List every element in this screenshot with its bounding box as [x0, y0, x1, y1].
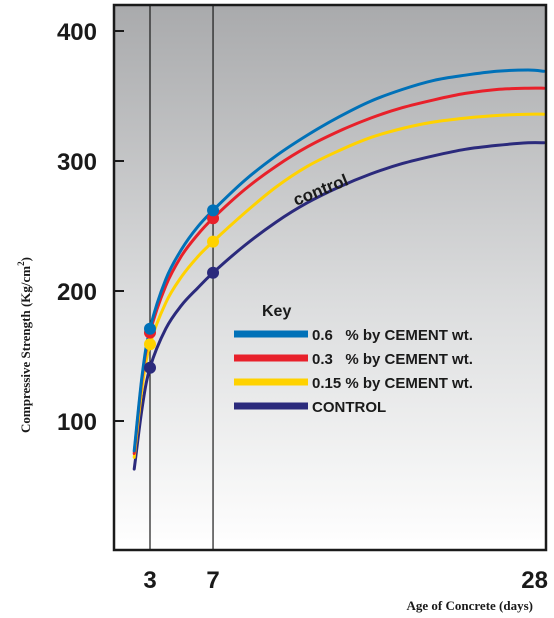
- y-axis-title: Compressive Strength (Kg/cm2): [16, 257, 33, 433]
- data-point-0-15-percent-day-3: [144, 338, 156, 351]
- marker-group: [144, 204, 220, 374]
- legend-title: Key: [262, 303, 291, 320]
- y-axis-title-text: Compressive Strength (Kg/cm: [18, 266, 33, 433]
- legend-label-0-3-percent: 0.3 % by CEMENT wt.: [312, 351, 473, 368]
- series-line-0-6-percent: [132, 68, 546, 453]
- y-tick-label-300: 300: [57, 149, 97, 176]
- series-line-0-3-percent: [132, 86, 546, 455]
- y-tick-label-100: 100: [57, 409, 97, 436]
- legend: Key 0.6 % by CEMENT wt. 0.3 % by CEMENT w…: [234, 303, 473, 416]
- data-point-0-15-percent-day-7: [207, 235, 220, 248]
- y-axis-title-superscript: 2: [16, 261, 26, 266]
- legend-label-0-15-percent: 0.15 % by CEMENT wt.: [312, 375, 473, 392]
- y-axis-title-close: ): [18, 257, 33, 261]
- plot-frame: [112, 3, 548, 552]
- x-tick-label-7: 7: [206, 567, 219, 594]
- x-axis: 3 7 28: [143, 567, 548, 594]
- data-point-control-day-7: [207, 266, 220, 279]
- data-point-control-day-3: [144, 361, 156, 374]
- data-point-0-6-percent-day-3: [144, 322, 156, 335]
- y-tick-label-400: 400: [57, 19, 97, 46]
- y-axis: 100 200 300 400: [57, 19, 124, 436]
- series-line-control: [132, 141, 546, 471]
- y-tick-label-200: 200: [57, 279, 97, 306]
- x-tick-label-3: 3: [143, 567, 156, 594]
- series-line-0-15-percent: [132, 112, 546, 459]
- x-tick-label-28: 28: [521, 567, 548, 594]
- plot-background: [114, 5, 546, 550]
- series-group: [132, 68, 546, 471]
- x-axis-title: Age of Concrete (days): [407, 598, 533, 613]
- legend-label-control: CONTROL: [312, 399, 386, 416]
- legend-label-0-6-percent: 0.6 % by CEMENT wt.: [312, 327, 473, 344]
- data-point-0-6-percent-day-7: [207, 204, 220, 217]
